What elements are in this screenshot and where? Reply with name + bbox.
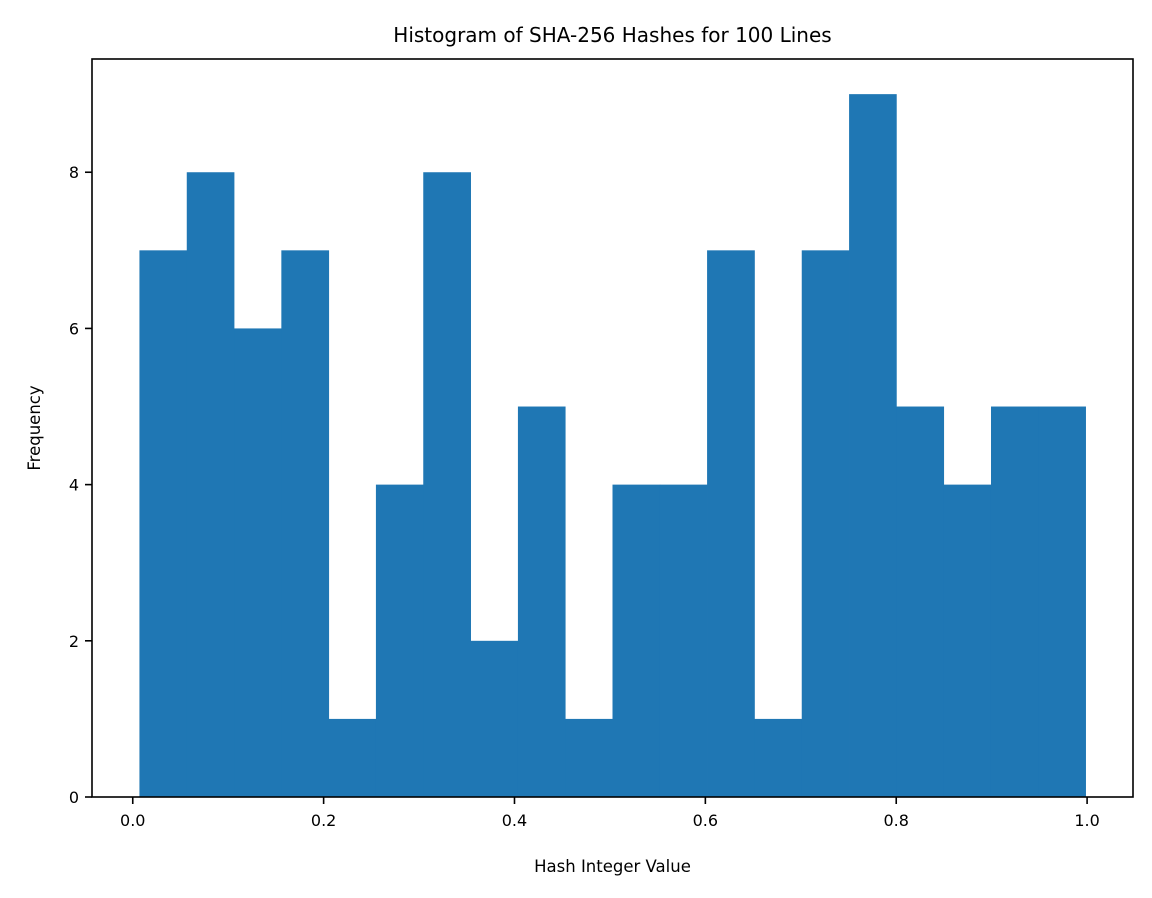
x-tick-label: 0.6 [693, 811, 718, 830]
y-tick-label: 6 [69, 319, 79, 338]
histogram-bar [470, 640, 519, 797]
histogram-bar [707, 250, 755, 798]
histogram-bar [517, 406, 566, 797]
histogram-bar [849, 94, 897, 797]
histogram-bar [423, 172, 471, 797]
x-tick-label: 0.8 [884, 811, 909, 830]
histogram-bar [801, 250, 850, 798]
histogram-bar [375, 484, 424, 797]
histogram-bar [943, 484, 992, 797]
y-axis-label: Frequency [25, 385, 44, 470]
y-tick-label: 8 [69, 163, 79, 182]
histogram-bar [612, 484, 661, 797]
x-tick-label: 0.0 [120, 811, 145, 830]
y-tick-label: 0 [69, 788, 79, 807]
histogram-bar [990, 406, 1039, 797]
histogram-bar [565, 718, 613, 797]
plot-frame [91, 58, 1134, 798]
x-tick-label: 0.4 [502, 811, 527, 830]
x-tick-label: 1.0 [1074, 811, 1099, 830]
x-tick-label: 0.2 [311, 811, 336, 830]
bars-group [139, 94, 1086, 798]
histogram-bar [896, 406, 945, 797]
y-axis-ticks: 0 2 4 6 8 [69, 163, 92, 807]
histogram-bar [234, 328, 282, 797]
x-axis-label: Hash Integer Value [534, 857, 691, 876]
x-axis-ticks: 0.0 0.2 0.4 0.6 0.8 1.0 [120, 797, 1100, 830]
histogram-bar [281, 250, 330, 798]
histogram-bar [186, 172, 235, 797]
histogram-bar [328, 718, 377, 797]
histogram-bar [659, 484, 708, 797]
histogram-bar [139, 250, 188, 798]
chart-title: Histogram of SHA-256 Hashes for 100 Line… [393, 23, 831, 47]
y-tick-label: 2 [69, 632, 79, 651]
y-tick-label: 4 [69, 476, 79, 495]
histogram-bar [754, 718, 803, 797]
histogram-bar [1038, 406, 1086, 797]
